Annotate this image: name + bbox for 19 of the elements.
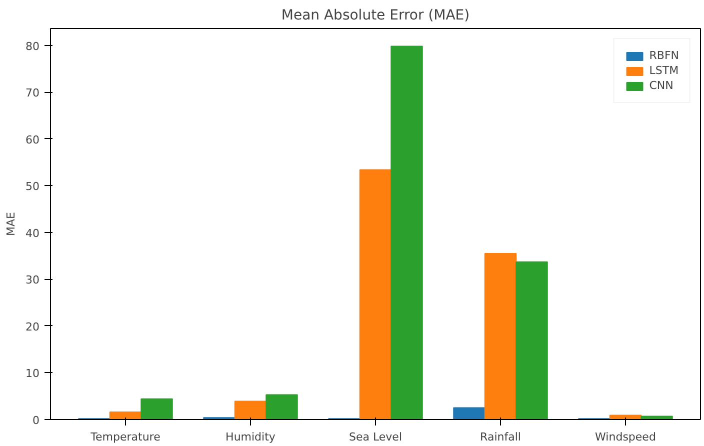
y-tick-label: 80	[26, 40, 40, 53]
x-tick-label: Temperature	[90, 430, 161, 444]
legend-label: LSTM	[649, 64, 679, 77]
y-tick-label: 70	[26, 86, 40, 100]
y-tick-label: 10	[26, 367, 40, 380]
y-tick-label: 60	[26, 133, 40, 146]
x-tick-label: Windspeed	[595, 430, 656, 444]
legend-label: RBFN	[649, 49, 679, 62]
x-tick-label: Sea Level	[348, 430, 402, 444]
y-tick-label: 0	[32, 414, 40, 427]
y-tick-label: 50	[26, 180, 40, 194]
y-tick-label: 20	[26, 320, 40, 334]
x-tick-label: Humidity	[226, 430, 276, 444]
chart-title: Mean Absolute Error (MAE)	[281, 8, 470, 24]
x-tick-label: Rainfall	[480, 430, 521, 444]
y-tick-label: 40	[26, 226, 40, 240]
y-axis-title: MAE	[4, 212, 18, 236]
y-tick-label: 30	[26, 274, 40, 287]
legend-label: CNN	[649, 79, 674, 92]
